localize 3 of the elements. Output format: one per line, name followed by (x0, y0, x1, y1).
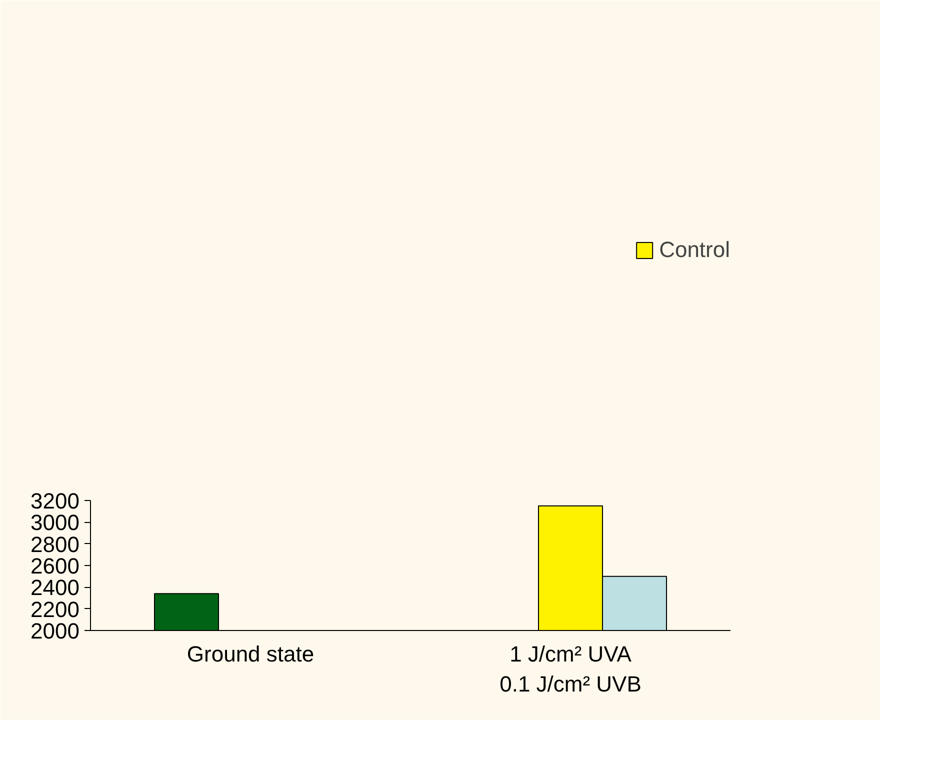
x-tick-label: 1 J/cm² UVA 0.1 J/cm² UVB (500, 642, 642, 696)
x-tick-label: Ground state (186, 642, 314, 666)
legend-label: Control (659, 237, 730, 263)
